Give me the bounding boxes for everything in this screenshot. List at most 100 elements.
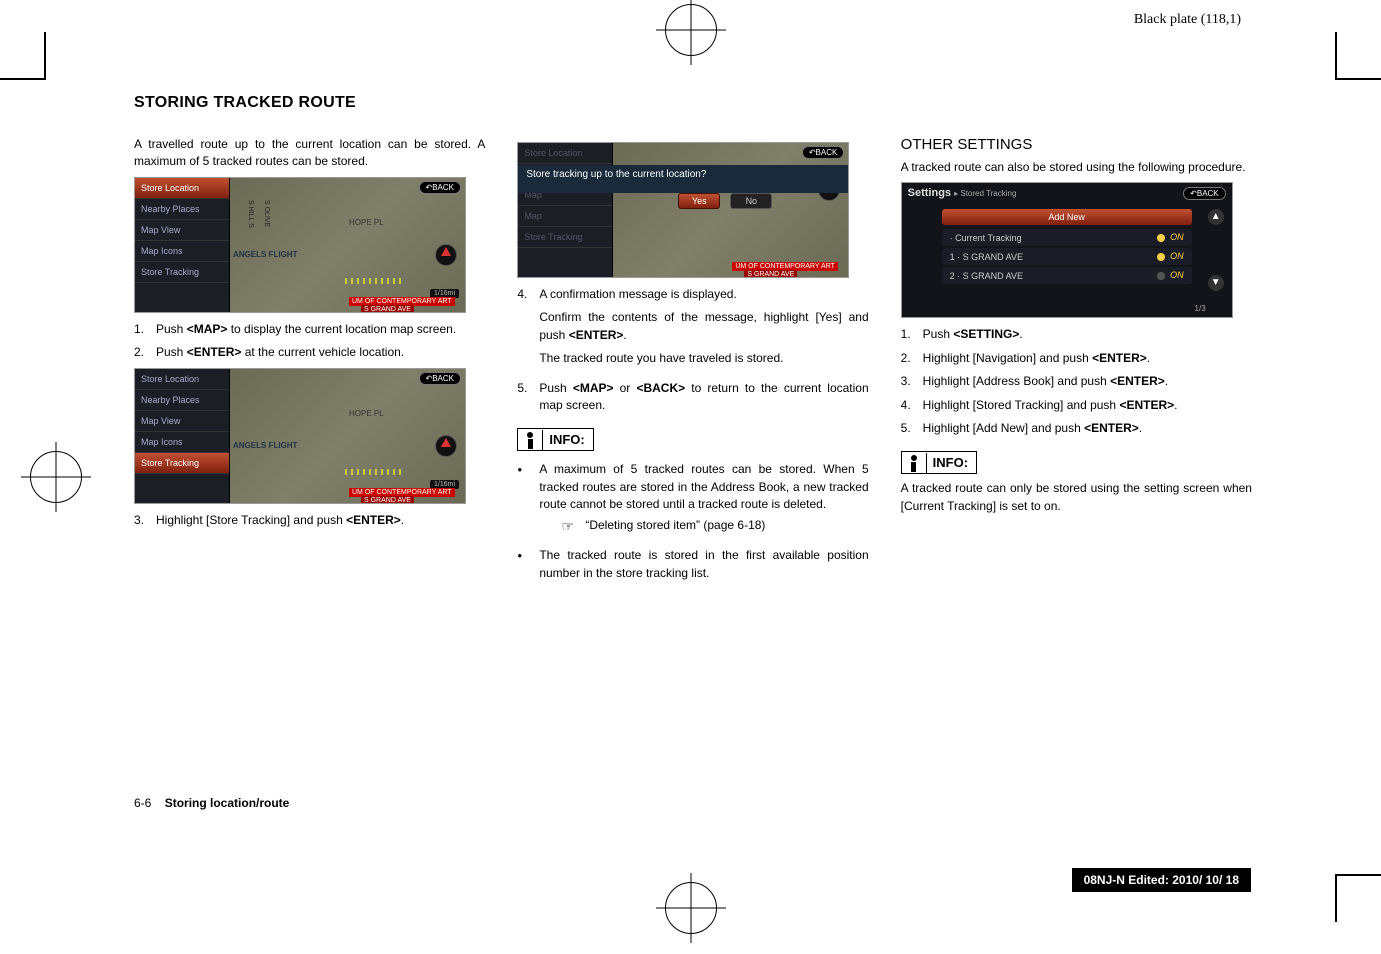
info-label: INFO:	[543, 429, 592, 450]
page-content: STORING TRACKED ROUTE A travelled route …	[134, 94, 1252, 590]
map-label-flight: ANGELS FLIGHT	[233, 250, 297, 259]
add-new-button: Add New	[942, 209, 1192, 225]
radio-on-icon	[1156, 252, 1166, 262]
edition-label: 08NJ-N Edited: 2010/ 10/ 18	[1072, 868, 1251, 892]
step-4: 4. Highlight [Stored Tracking] and push …	[901, 397, 1252, 414]
crop-mark	[1337, 874, 1381, 876]
radio-on-icon	[1156, 233, 1166, 243]
page-number: 6-6	[134, 796, 151, 810]
step-text: Highlight [Add New] and push <ENTER>.	[923, 420, 1252, 437]
step-text: Highlight [Stored Tracking] and push <EN…	[923, 397, 1252, 414]
info-icon	[902, 453, 927, 473]
menu-item-map-icons: Map Icons	[135, 432, 229, 453]
map-street-banner: S GRAND AVE	[744, 270, 797, 278]
step-number: 4.	[517, 286, 539, 374]
scroll-down-icon: ▼	[1208, 275, 1224, 291]
step-number: 4.	[901, 397, 923, 414]
screenshot-map-store-location: S HILL S S OLIVE HOPE PL ANGELS FLIGHT ↶…	[134, 177, 466, 313]
subheading-other-settings: OTHER SETTINGS	[901, 136, 1252, 153]
menu-item-map-view: Map View	[135, 220, 229, 241]
back-button: ↶BACK	[419, 372, 462, 385]
map-area: HOPE PL ANGELS FLIGHT ↶BACK 1/16mi UM OF…	[229, 369, 465, 503]
menu-item-store-tracking: Store Tracking	[135, 262, 229, 283]
info-callout: INFO:	[517, 428, 593, 451]
info-icon	[518, 430, 543, 450]
info-text: A tracked route can only be stored using…	[901, 480, 1252, 515]
map-side-menu-dimmed: Store Location Nearby Places Map Map Sto…	[518, 143, 613, 277]
settings-breadcrumb: Settings ▸ Stored Tracking	[908, 187, 1017, 199]
screenshot-map-store-tracking: HOPE PL ANGELS FLIGHT ↶BACK 1/16mi UM OF…	[134, 368, 466, 504]
intro-text: A tracked route can also be stored using…	[901, 159, 1252, 176]
step-number: 3.	[134, 512, 156, 529]
step-5: 5. Push <MAP> or <BACK> to return to the…	[517, 380, 868, 415]
plate-label: Black plate (118,1)	[1134, 12, 1241, 28]
menu-item-store-location: Store Location	[135, 369, 229, 390]
crop-mark	[0, 78, 44, 80]
row-label: · Current Tracking	[950, 233, 1022, 243]
back-button: ↶BACK	[802, 146, 845, 159]
step-number: 1.	[901, 326, 923, 343]
scroll-up-icon: ▲	[1208, 209, 1224, 225]
crop-mark	[44, 32, 46, 80]
step-3: 3. Highlight [Store Tracking] and push <…	[134, 512, 485, 529]
cross-reference: ☞ “Deleting stored item” (page 6-18)	[561, 517, 868, 537]
column-1: A travelled route up to the current loca…	[134, 136, 485, 590]
on-label: ON	[1170, 232, 1184, 242]
step-2: 2. Push <ENTER> at the current vehicle l…	[134, 344, 485, 361]
bullet-icon: ●	[517, 461, 539, 539]
settings-row-current-tracking: · Current Tracking ON	[942, 229, 1192, 246]
menu-item-map-view: Map View	[135, 411, 229, 432]
registration-mark	[30, 451, 82, 503]
street-label: S OLIVE	[263, 200, 270, 227]
row-label: 2 · S GRAND AVE	[950, 271, 1023, 281]
step-number: 2.	[134, 344, 156, 361]
settings-row-route-2: 2 · S GRAND AVE ON	[942, 267, 1192, 284]
menu-item-store-location: Store Location	[135, 178, 229, 199]
bullet-icon: ●	[517, 547, 539, 582]
info-label: INFO:	[927, 452, 976, 473]
registration-mark	[665, 882, 717, 934]
step-text: Confirm the contents of the message, hig…	[539, 309, 868, 344]
info-bullet: ● A maximum of 5 tracked routes can be s…	[517, 461, 868, 539]
step-4: 4. A confirmation message is displayed. …	[517, 286, 868, 374]
street-label: S HILL S	[247, 200, 254, 228]
menu-item: Store Location	[518, 143, 612, 164]
screenshot-settings-stored-tracking: Settings ▸ Stored Tracking ↶BACK Add New…	[901, 182, 1233, 318]
step-1: 1. Push <MAP> to display the current loc…	[134, 321, 485, 338]
page-footer: 6-6 Storing location/route	[134, 796, 289, 810]
step-text: Push <MAP> to display the current locati…	[156, 321, 485, 338]
menu-item-store-tracking: Store Tracking	[135, 453, 229, 474]
crop-mark	[1337, 78, 1381, 80]
step-text: Highlight [Address Book] and push <ENTER…	[923, 373, 1252, 390]
step-1: 1. Push <SETTING>.	[901, 326, 1252, 343]
bullet-text: A maximum of 5 tracked routes can be sto…	[539, 462, 868, 511]
compass-icon	[435, 435, 457, 457]
map-side-menu: Store Location Nearby Places Map View Ma…	[135, 369, 230, 503]
on-label: ON	[1170, 251, 1184, 261]
no-button: No	[730, 193, 772, 209]
menu-item-map-icons: Map Icons	[135, 241, 229, 262]
menu-item-nearby-places: Nearby Places	[135, 199, 229, 220]
registration-mark	[665, 4, 717, 56]
step-3: 3. Highlight [Address Book] and push <EN…	[901, 373, 1252, 390]
step-text: Push <MAP> or <BACK> to return to the cu…	[539, 380, 868, 415]
crop-mark	[1335, 32, 1337, 80]
map-street-banner: S GRAND AVE	[361, 305, 414, 313]
street-label: HOPE PL	[349, 409, 384, 418]
step-number: 3.	[901, 373, 923, 390]
menu-item: Store Tracking	[518, 227, 612, 248]
map-area: S HILL S S OLIVE HOPE PL ANGELS FLIGHT ↶…	[229, 178, 465, 312]
settings-row-route-1: 1 · S GRAND AVE ON	[942, 248, 1192, 265]
pager-label: 1/3	[1195, 304, 1206, 313]
step-number: 5.	[901, 420, 923, 437]
dialog-message: Store tracking up to the current locatio…	[518, 165, 848, 193]
map-street-banner: S GRAND AVE	[361, 496, 414, 504]
step-text: Push <SETTING>.	[923, 326, 1252, 343]
street-label: HOPE PL	[349, 218, 384, 227]
hand-pointer-icon: ☞	[561, 517, 585, 537]
step-text: Highlight [Navigation] and push <ENTER>.	[923, 350, 1252, 367]
track-ticks	[345, 467, 465, 473]
footer-section-title: Storing location/route	[165, 796, 290, 810]
menu-item: Map	[518, 206, 612, 227]
step-text: Push <ENTER> at the current vehicle loca…	[156, 344, 485, 361]
